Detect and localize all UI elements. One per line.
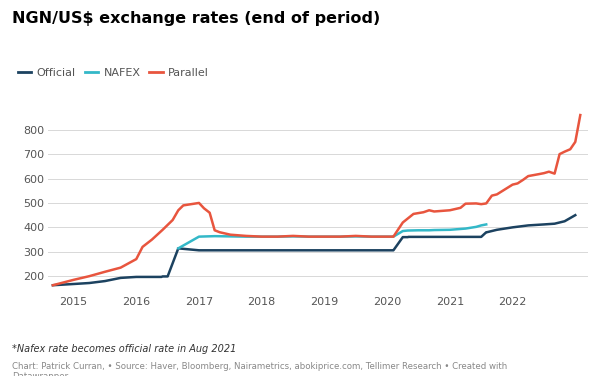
- NAFEX: [415, 228, 422, 232]
- Official: [561, 219, 568, 223]
- NAFEX: [258, 234, 265, 239]
- Official: [405, 235, 412, 239]
- NAFEX: [430, 228, 438, 232]
- Official: [211, 248, 218, 253]
- NAFEX: [227, 234, 234, 239]
- Official: [148, 274, 156, 279]
- NAFEX: [388, 234, 396, 239]
- NAFEX: [321, 234, 328, 239]
- Parallel: [49, 283, 56, 288]
- Official: [175, 246, 182, 251]
- Official: [290, 248, 297, 253]
- Official: [399, 235, 407, 240]
- Legend: Official, NAFEX, Parallel: Official, NAFEX, Parallel: [18, 68, 209, 77]
- Official: [482, 230, 490, 235]
- Official: [70, 282, 77, 286]
- Parallel: [410, 212, 417, 216]
- Official: [404, 235, 411, 240]
- Official: [336, 248, 344, 253]
- Official: [321, 248, 328, 253]
- Official: [352, 248, 359, 253]
- Official: [551, 221, 558, 226]
- Official: [195, 248, 202, 253]
- Official: [478, 235, 485, 239]
- NAFEX: [482, 222, 490, 227]
- NAFEX: [446, 227, 453, 232]
- Official: [117, 276, 124, 280]
- Official: [274, 248, 281, 253]
- Official: [227, 248, 234, 253]
- NAFEX: [336, 234, 344, 239]
- Official: [85, 281, 93, 285]
- NAFEX: [175, 246, 182, 251]
- Official: [368, 248, 375, 253]
- NAFEX: [462, 226, 469, 231]
- Parallel: [577, 113, 584, 117]
- Official: [101, 279, 108, 284]
- NAFEX: [274, 234, 281, 239]
- NAFEX: [399, 229, 407, 233]
- Official: [158, 274, 165, 279]
- Official: [388, 248, 396, 253]
- Line: Parallel: Parallel: [53, 115, 581, 285]
- Official: [473, 235, 480, 239]
- NAFEX: [404, 228, 411, 233]
- Official: [493, 227, 501, 232]
- NAFEX: [242, 234, 250, 239]
- Parallel: [457, 206, 464, 210]
- Official: [164, 274, 171, 279]
- Line: NAFEX: NAFEX: [178, 224, 486, 249]
- Text: NGN/US$ exchange rates (end of period): NGN/US$ exchange rates (end of period): [12, 11, 381, 26]
- Line: Official: Official: [53, 215, 575, 285]
- NAFEX: [425, 228, 433, 232]
- Official: [384, 248, 391, 253]
- Official: [571, 213, 579, 217]
- NAFEX: [195, 234, 202, 239]
- Official: [430, 235, 438, 239]
- Official: [425, 235, 433, 239]
- Official: [483, 230, 490, 235]
- NAFEX: [478, 223, 485, 227]
- Official: [159, 274, 166, 279]
- Official: [305, 248, 312, 253]
- Official: [390, 248, 397, 253]
- Official: [509, 225, 516, 230]
- Official: [488, 229, 496, 233]
- NAFEX: [368, 234, 375, 239]
- Parallel: [274, 234, 281, 239]
- NAFEX: [211, 234, 218, 238]
- NAFEX: [352, 234, 359, 239]
- NAFEX: [390, 234, 397, 239]
- Text: Chart: Patrick Curran, • Source: Haver, Bloomberg, Nairametrics, abokiprice.com,: Chart: Patrick Curran, • Source: Haver, …: [12, 362, 507, 376]
- Text: *Nafex rate becomes official rate in Aug 2021: *Nafex rate becomes official rate in Aug…: [12, 344, 236, 354]
- Official: [556, 220, 563, 225]
- Official: [415, 235, 422, 239]
- Official: [139, 274, 146, 279]
- Official: [133, 274, 140, 279]
- NAFEX: [305, 234, 312, 239]
- Parallel: [430, 209, 438, 214]
- Official: [446, 235, 453, 239]
- Official: [258, 248, 265, 253]
- NAFEX: [290, 234, 297, 239]
- Official: [541, 222, 548, 227]
- Official: [525, 223, 532, 227]
- NAFEX: [473, 224, 480, 229]
- Official: [462, 235, 469, 239]
- NAFEX: [384, 234, 391, 239]
- Official: [49, 283, 56, 288]
- Parallel: [493, 192, 501, 197]
- Official: [242, 248, 250, 253]
- Parallel: [70, 277, 77, 282]
